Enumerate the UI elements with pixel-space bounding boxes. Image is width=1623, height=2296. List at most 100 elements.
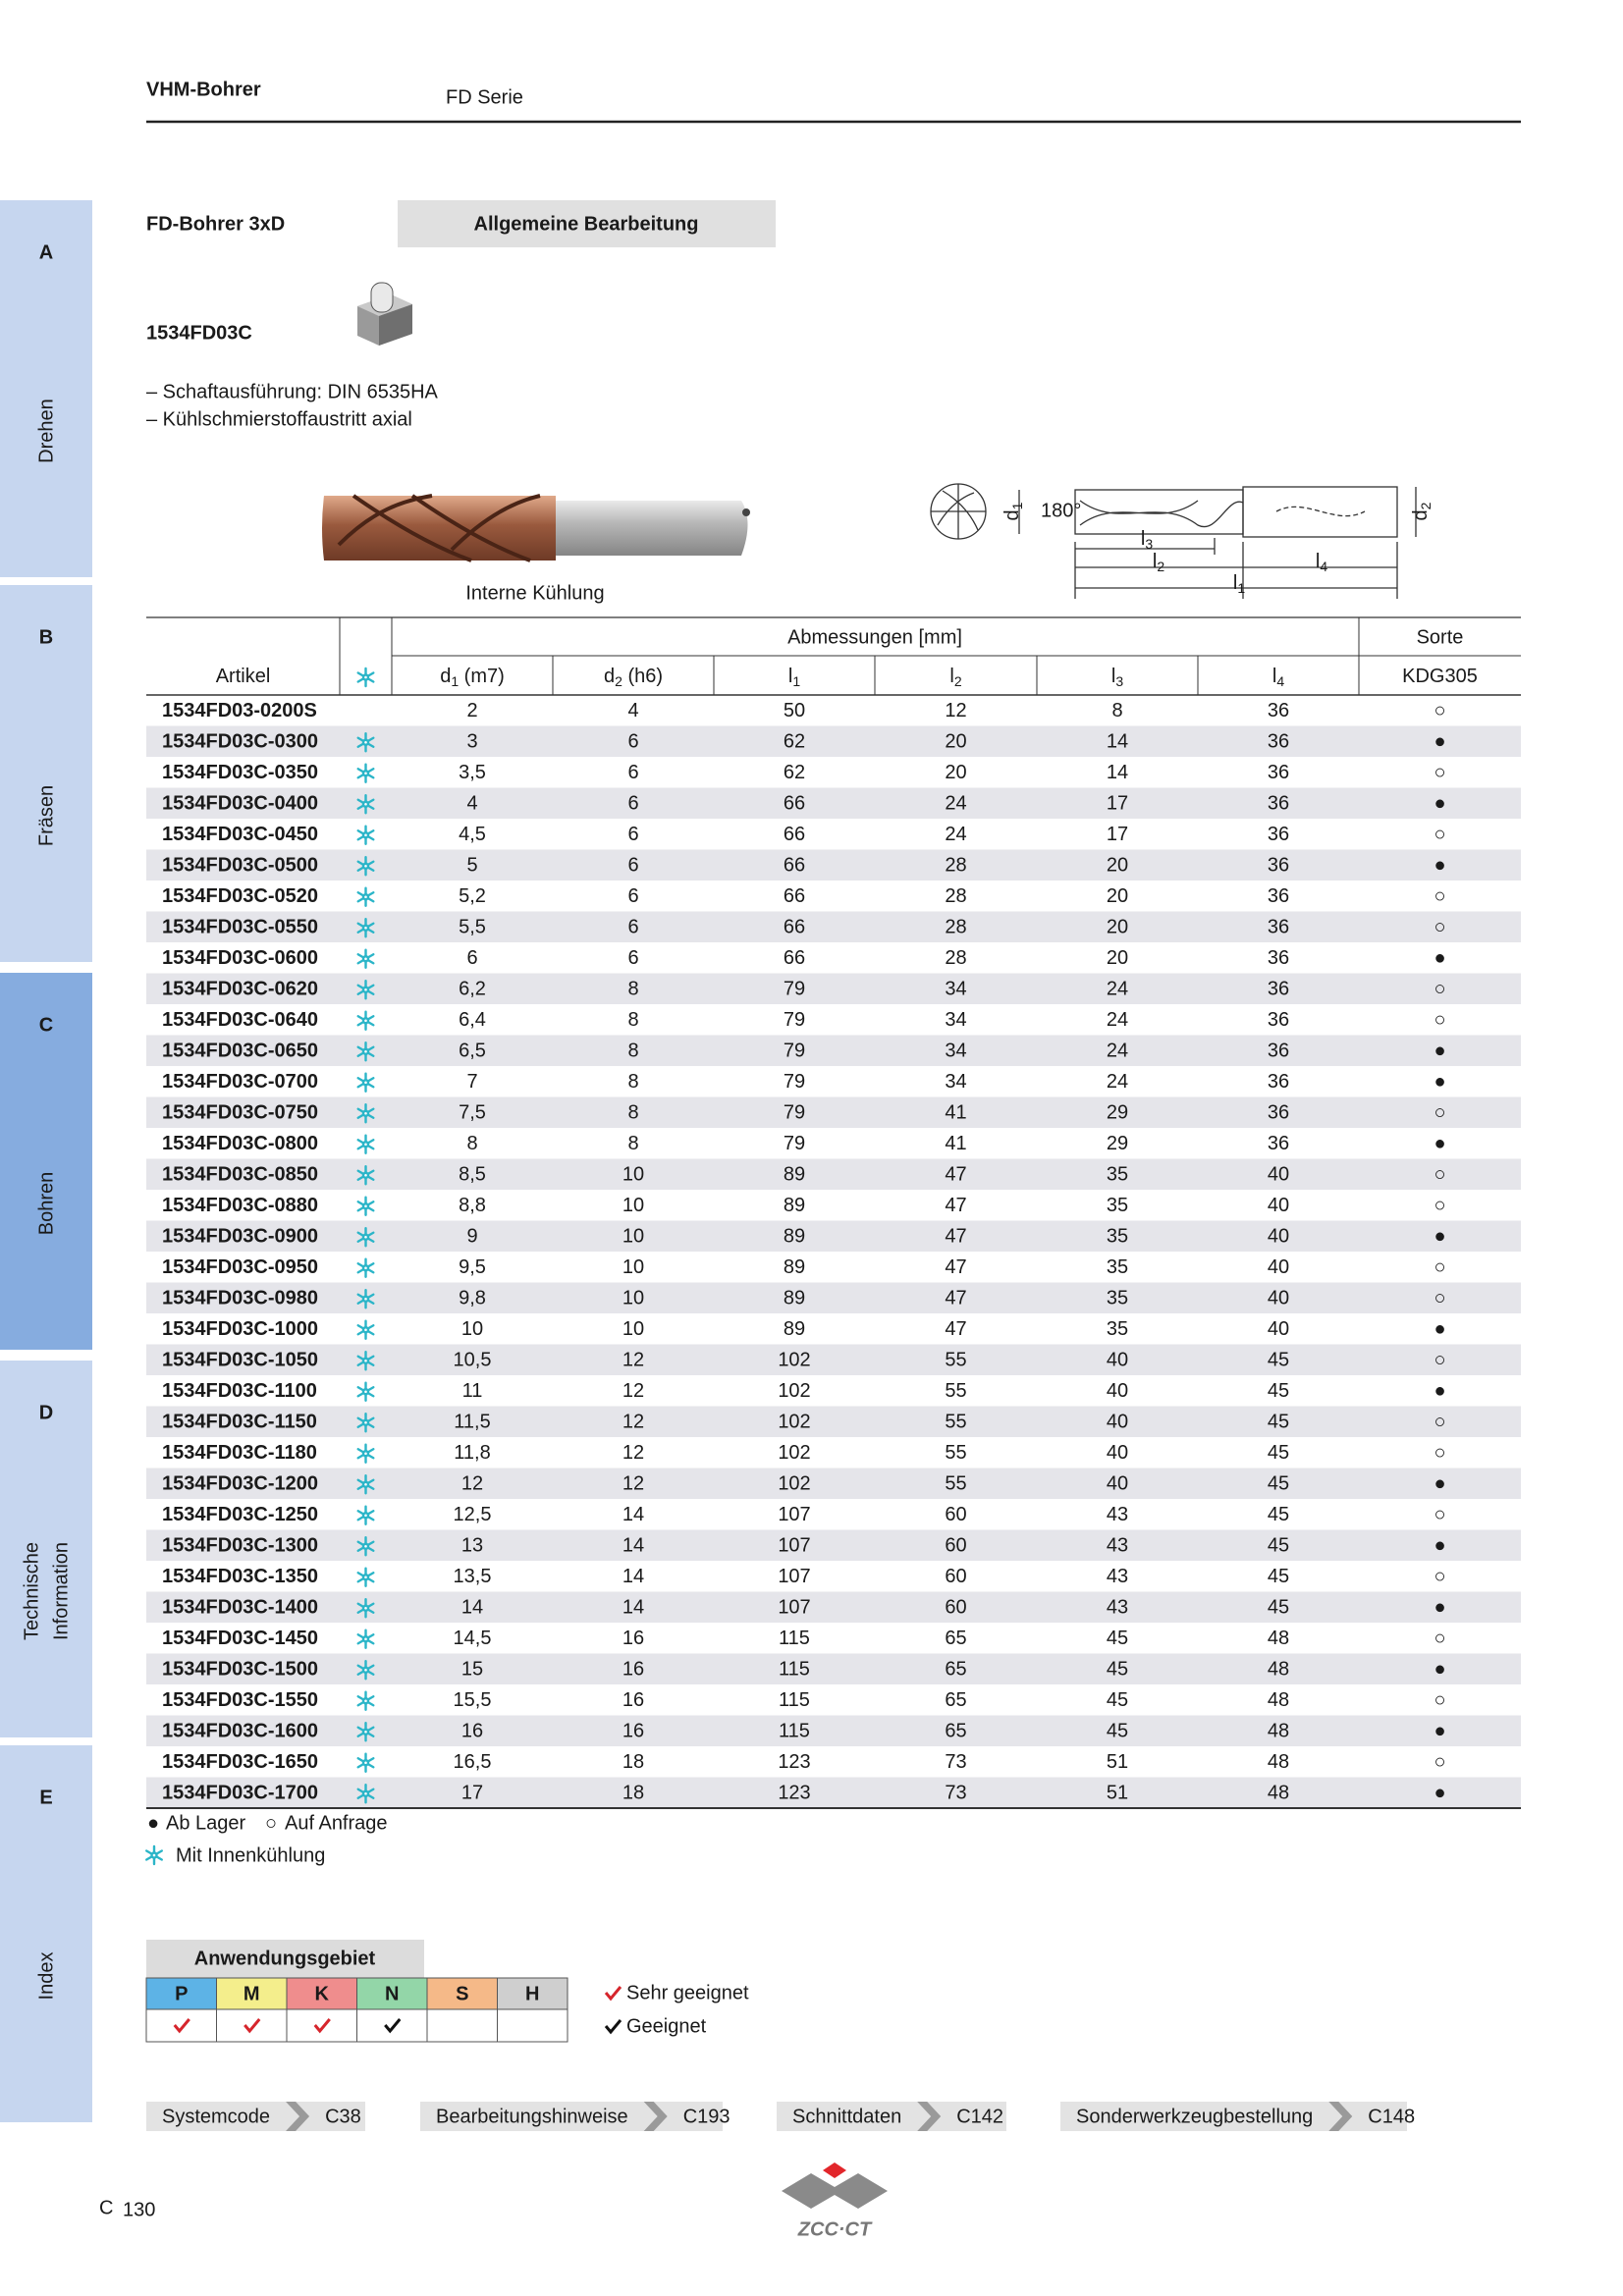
stock-cell: ○ (1434, 762, 1445, 783)
icon-dot (361, 986, 370, 993)
dimension-cell: 15,5 (454, 1689, 492, 1711)
stock-cell: ○ (1434, 700, 1445, 721)
dimension-cell: 47 (945, 1318, 966, 1340)
dimension-cell: 36 (1268, 1102, 1289, 1124)
dimension-cell: 35 (1107, 1288, 1128, 1309)
dimension-cell: 4,5 (459, 824, 486, 845)
dimension-cell: 10 (622, 1195, 644, 1216)
dimension-cell: 14,5 (454, 1628, 492, 1649)
coolant-icon (356, 732, 375, 753)
reference-link[interactable]: Sonderwerkzeugbestellung C148 (1060, 2102, 1415, 2131)
label-base: d (1410, 509, 1432, 520)
product-name: FD-Bohrer 3xD (146, 213, 285, 235)
dimension-cell: 55 (945, 1442, 966, 1464)
coolant-icon (356, 856, 375, 877)
dimension-cell: 79 (784, 1009, 805, 1031)
section-tab[interactable] (0, 200, 92, 577)
dimension-cell: 13,5 (454, 1566, 492, 1587)
dimension-cell: 8,8 (459, 1195, 486, 1216)
material-cell (286, 1977, 357, 2010)
dimension-cell: 102 (778, 1350, 810, 1371)
label-base: d (1001, 509, 1023, 520)
dimension-cell: 24 (945, 824, 966, 845)
icon-dot (361, 955, 370, 963)
dimension-cell: 35 (1107, 1318, 1128, 1340)
label-base: l (1141, 528, 1145, 550)
stock-cell: ● (1434, 1473, 1445, 1495)
section-tab[interactable] (0, 1745, 92, 2122)
coolant-icon (356, 918, 375, 938)
dimension-cell: 16 (622, 1721, 644, 1742)
icon-dot (150, 1851, 158, 1859)
article-cell: 1534FD03C-0550 (162, 917, 318, 938)
stock-cell: ○ (1434, 1412, 1445, 1433)
article-cell: 1534FD03C-1600 (162, 1721, 318, 1742)
icon-dot (361, 1017, 370, 1025)
article-cell: 1534FD03C-1400 (162, 1597, 318, 1619)
dimension-cell: 9,5 (459, 1256, 486, 1278)
dimension-cell: 12 (622, 1350, 644, 1371)
stock-cell: ○ (1434, 1350, 1445, 1371)
link-chevron (286, 2102, 310, 2131)
section-tab[interactable] (0, 1361, 92, 1737)
dimension-cell: 6 (627, 855, 638, 877)
dimension-cell: 65 (945, 1628, 966, 1649)
dimension-cell: 8 (466, 1133, 477, 1154)
row-shade (146, 1406, 1521, 1437)
reference-link[interactable]: Bearbeitungshinweise C193 (420, 2102, 730, 2131)
dimension-cell: 48 (1268, 1689, 1289, 1711)
dimension-cell: 102 (778, 1380, 810, 1402)
icon-dot (361, 1357, 370, 1364)
dimension-cell: 115 (779, 1721, 810, 1742)
logo-text: ZCC·CT (797, 2218, 873, 2240)
dimension-cell: 11 (462, 1380, 483, 1402)
dimension-cell: 48 (1268, 1628, 1289, 1649)
stock-cell: ● (1434, 1380, 1445, 1402)
reference-link[interactable]: Systemcode C38 (146, 2102, 365, 2131)
dimension-cell: 40 (1268, 1288, 1289, 1309)
dimension-cell: 34 (945, 1041, 966, 1062)
legend-symbol: ○ (265, 1812, 277, 1834)
label-sub: 4 (1320, 559, 1327, 574)
dimension-cell: 62 (784, 731, 805, 753)
app-title: Anwendungsgebiet (194, 1948, 376, 1969)
section-tab[interactable] (0, 585, 92, 962)
dimension-cell: 6,4 (459, 1009, 486, 1031)
coolant-icon (356, 1196, 375, 1216)
dimension-cell: 28 (945, 947, 966, 969)
label-base: l (949, 666, 953, 687)
page-title: VHM-Bohrer (146, 79, 261, 100)
article-cell: 1534FD03C-1180 (162, 1442, 317, 1464)
row-shade (146, 1096, 1521, 1128)
dimension-cell: 79 (784, 1041, 805, 1062)
dimension-cell: 15 (461, 1659, 483, 1681)
stock-cell: ○ (1434, 979, 1445, 1000)
icon-dot (361, 1574, 370, 1581)
dimension-cell: 18 (622, 1751, 644, 1773)
dimension-cell: 4 (466, 793, 477, 815)
dimension-cell: 115 (779, 1689, 810, 1711)
coolant-icon (356, 1629, 375, 1649)
reference-link[interactable]: Schnittdaten C142 (777, 2102, 1006, 2131)
dimension-cell: 107 (778, 1504, 810, 1525)
rating-legend: Sehr geeignet (626, 1982, 749, 2003)
column-header: d1 (m7) (440, 666, 505, 688)
column-header: d2 (h6) (604, 666, 663, 688)
stock-cell: ● (1434, 1071, 1445, 1093)
dimension-cell: 73 (945, 1751, 966, 1773)
rating-cell (216, 2008, 288, 2043)
stock-cell: ● (1434, 1226, 1445, 1248)
dim-label: l3 (1141, 528, 1153, 551)
row-shade (146, 849, 1521, 881)
dimension-cell: 8 (627, 1133, 638, 1154)
dimension-cell: 35 (1107, 1226, 1128, 1248)
dimension-cell: 8 (1111, 700, 1122, 721)
row-shade (146, 1158, 1521, 1190)
dimension-cell: 35 (1107, 1164, 1128, 1186)
stock-cell: ○ (1434, 917, 1445, 938)
section-tab[interactable] (0, 973, 92, 1350)
group-header: Abmessungen [mm] (787, 626, 962, 648)
coolant-icon (356, 794, 375, 815)
stock-cell: ○ (1434, 1288, 1445, 1309)
dimension-cell: 45 (1107, 1689, 1128, 1711)
